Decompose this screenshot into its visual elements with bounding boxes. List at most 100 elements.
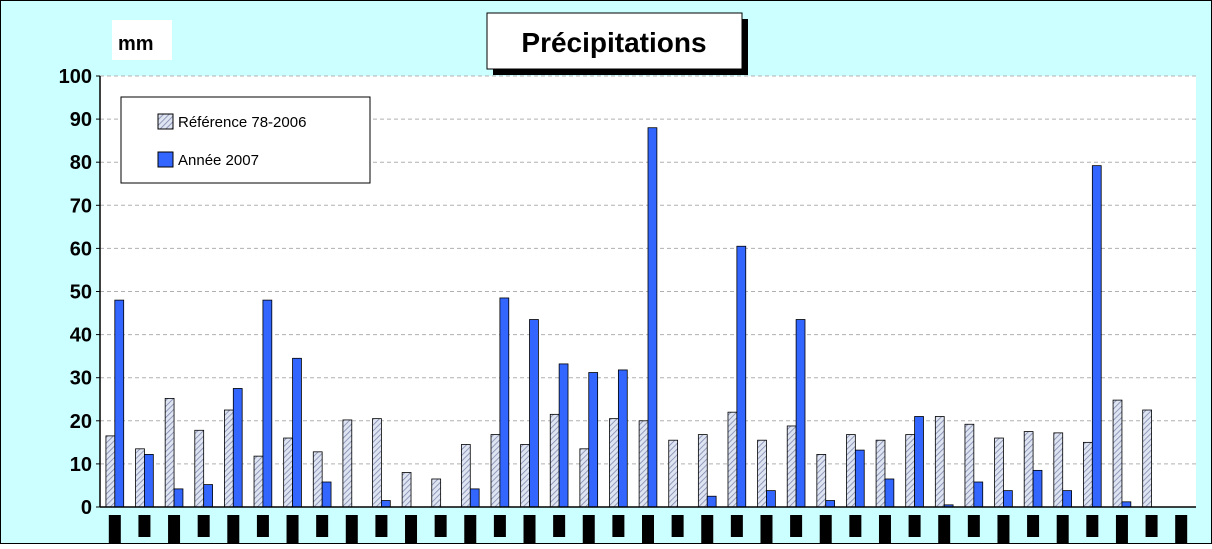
bar-reference-5 [224, 409, 234, 508]
bar-reference-16 [549, 413, 560, 508]
bar-2007-6 [262, 299, 273, 508]
bar-2007-2 [144, 454, 154, 508]
bar-reference-19 [638, 420, 649, 508]
x-category-marker-24 [790, 515, 803, 537]
x-category-marker-17 [582, 515, 595, 543]
bar-reference-25 [816, 454, 827, 508]
bar-2007-27 [884, 478, 895, 508]
x-category-marker-8 [316, 515, 329, 537]
ylabel: mm [118, 33, 154, 55]
bars [105, 127, 1152, 508]
bar-2007-8 [321, 481, 332, 508]
bar-reference-1 [105, 435, 116, 508]
x-category-markers [108, 515, 1188, 543]
x-category-marker-33 [1056, 515, 1069, 543]
bar-reference-21 [697, 434, 708, 508]
bar-reference-23 [757, 439, 767, 508]
x-category-marker-19 [642, 515, 654, 543]
y-tick-labels: 0 10 20 30 40 50 60 70 80 90 100 [59, 66, 100, 519]
bar-2007-35 [1121, 501, 1132, 508]
y-tick-label-8: 80 [70, 152, 92, 174]
bar-2007-30 [973, 481, 984, 508]
x-category-marker-7 [286, 515, 299, 543]
bar-reference-27 [875, 439, 886, 508]
x-category-marker-18 [612, 515, 625, 537]
ylabel-box [112, 20, 172, 60]
bar-reference-12 [431, 478, 442, 508]
bar-reference-30 [964, 423, 975, 508]
bar-reference-32 [1023, 431, 1034, 508]
bar-reference-20 [668, 439, 679, 508]
legend [120, 96, 371, 184]
bar-2007-31 [1003, 490, 1013, 508]
y-tick-label-1: 10 [70, 454, 92, 476]
legend-label-2007: Année 2007 [178, 152, 259, 169]
y-tick-label-9: 90 [70, 109, 92, 131]
legend-swatch-reference [157, 113, 174, 130]
bar-2007-19 [647, 127, 658, 508]
bar-2007-16 [558, 363, 569, 508]
x-category-marker-30 [967, 515, 980, 537]
bar-2007-18 [617, 369, 628, 508]
bar-reference-31 [994, 437, 1004, 508]
bar-reference-4 [194, 429, 205, 508]
bar-reference-18 [609, 418, 619, 508]
x-category-marker-27 [878, 515, 891, 543]
bar-2007-28 [914, 416, 924, 508]
bar-2007-22 [736, 245, 747, 508]
x-category-marker-6 [256, 515, 269, 537]
bar-reference-15 [520, 444, 530, 508]
y-tick-label-10: 100 [59, 66, 92, 88]
x-category-marker-21 [701, 515, 714, 543]
x-category-marker-31 [997, 515, 1010, 543]
x-category-marker-23 [760, 515, 773, 543]
bar-reference-24 [786, 425, 797, 508]
bar-reference-3 [164, 397, 175, 508]
y-tick-label-0: 0 [81, 497, 92, 519]
legend-label-reference: Référence 78-2006 [178, 114, 306, 131]
x-category-marker-25 [819, 515, 832, 543]
x-category-marker-13 [464, 515, 477, 543]
x-category-marker-11 [405, 515, 418, 543]
x-category-marker-9 [345, 515, 358, 543]
x-category-marker-2 [138, 515, 151, 537]
bar-reference-11 [401, 472, 412, 508]
bar-2007-32 [1032, 469, 1043, 508]
x-category-marker-16 [553, 515, 566, 537]
y-tick-label-3: 30 [70, 368, 92, 390]
bar-2007-3 [173, 488, 184, 508]
bar-reference-14 [490, 434, 501, 508]
title-box [486, 12, 743, 70]
bar-reference-8 [312, 451, 323, 508]
y-tick-label-4: 40 [70, 325, 92, 347]
bar-reference-34 [1083, 441, 1093, 508]
bar-2007-5 [232, 388, 243, 508]
bar-2007-1 [114, 299, 125, 508]
x-category-marker-10 [375, 515, 388, 537]
x-category-marker-32 [1027, 515, 1040, 537]
bar-reference-7 [283, 437, 293, 508]
bar-2007-26 [854, 449, 865, 508]
x-category-marker-34 [1086, 515, 1099, 537]
bar-reference-28 [905, 434, 915, 508]
bar-2007-25 [825, 500, 836, 508]
x-category-marker-26 [849, 515, 862, 537]
x-category-marker-20 [671, 515, 684, 537]
bar-reference-2 [135, 448, 145, 508]
legend-swatch-2007 [157, 151, 174, 168]
bar-reference-13 [460, 444, 471, 508]
bar-reference-10 [372, 418, 382, 508]
bar-reference-22 [727, 411, 738, 508]
bar-2007-15 [529, 319, 539, 508]
y-tick-label-6: 60 [70, 238, 92, 260]
bar-reference-6 [253, 455, 264, 508]
bar-2007-4 [203, 484, 213, 508]
x-category-marker-29 [938, 515, 951, 543]
x-category-marker-37 [1175, 515, 1188, 543]
bar-2007-24 [795, 319, 806, 508]
bar-reference-33 [1053, 432, 1064, 508]
x-category-marker-22 [730, 515, 743, 537]
x-category-marker-3 [168, 515, 181, 543]
bar-2007-14 [499, 297, 510, 508]
